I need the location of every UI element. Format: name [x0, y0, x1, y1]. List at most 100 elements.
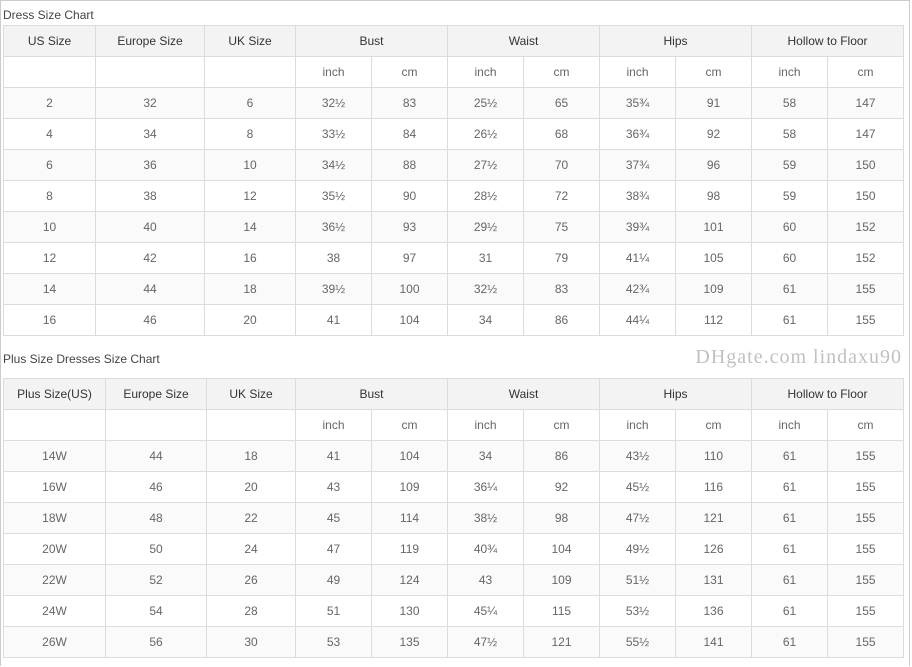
table-cell: 27½ — [447, 149, 525, 181]
table-cell: 150 — [827, 180, 905, 212]
table-cell: 150 — [827, 149, 905, 181]
table-row: 4 34 8 33½ 84 26½ 68 36¾ 92 58 147 — [3, 118, 905, 150]
header-row: US Size Europe Size UK Size Bust Waist Hips Ho… — [3, 25, 905, 57]
unit-header: cm — [370, 56, 449, 88]
table-cell: 33½ — [295, 118, 372, 150]
table-cell: 83 — [370, 87, 449, 119]
table-cell: 28½ — [447, 180, 525, 212]
table-cell: 155 — [827, 440, 905, 472]
table-cell: 37¾ — [599, 149, 677, 181]
table-cell: 14W — [3, 440, 106, 472]
table-cell: 86 — [523, 304, 601, 336]
table-cell: 36 — [95, 149, 205, 181]
table-cell: 83 — [523, 273, 601, 305]
table-row: 26W 56 30 53 135 47½ 121 55½ 141 61 155 — [3, 626, 905, 658]
table-cell: 49½ — [599, 533, 677, 565]
table-row: 18W 48 22 45 114 38½ 98 47½ 121 61 155 — [3, 502, 905, 534]
table-cell: 43 — [447, 564, 525, 596]
column-header: Bust — [294, 25, 449, 57]
table-cell: 34 — [95, 118, 205, 150]
table-cell: 155 — [827, 471, 905, 503]
table-cell: 98 — [675, 180, 753, 212]
table-cell: 34½ — [295, 149, 372, 181]
table-cell: 32 — [95, 87, 205, 119]
empty-cell — [204, 56, 296, 88]
table-cell: 97 — [370, 242, 449, 274]
table-cell: 155 — [827, 564, 905, 596]
table-cell: 36½ — [295, 211, 372, 243]
table-cell: 92 — [675, 118, 753, 150]
table-cell: 14 — [3, 273, 96, 305]
table-cell: 35¾ — [599, 87, 677, 119]
table-cell: 75 — [523, 211, 601, 243]
unit-header: cm — [675, 409, 753, 441]
table-cell: 104 — [370, 304, 449, 336]
table-cell: 58 — [751, 118, 829, 150]
table-cell: 58 — [751, 87, 829, 119]
table-cell: 135 — [370, 626, 449, 658]
table-cell: 24 — [206, 533, 296, 565]
table-cell: 39½ — [295, 273, 372, 305]
table-cell: 8 — [204, 118, 296, 150]
table-cell: 38 — [295, 242, 372, 274]
table-row: 20W 50 24 47 119 40¾ 104 49½ 126 61 155 — [3, 533, 905, 565]
table-row: 6 36 10 34½ 88 27½ 70 37¾ 96 59 150 — [3, 149, 905, 181]
table-cell: 131 — [675, 564, 753, 596]
table-cell: 8 — [3, 180, 96, 212]
table-cell: 121 — [675, 502, 753, 534]
table-cell: 61 — [751, 471, 829, 503]
plus-size-chart-title: Plus Size Dresses Size Chart — [3, 352, 160, 366]
table-cell: 61 — [751, 502, 829, 534]
header-row: Plus Size(US) Europe Size UK Size Bust Waist… — [3, 378, 905, 410]
table-cell: 16 — [3, 304, 96, 336]
table-cell: 110 — [675, 440, 753, 472]
table-cell: 155 — [827, 304, 905, 336]
table-cell: 28 — [206, 595, 296, 627]
unit-row: inch cm inch cm inch cm inch cm — [3, 409, 905, 441]
table-cell: 14 — [204, 211, 296, 243]
table-cell: 45½ — [599, 471, 677, 503]
table-cell: 53 — [295, 626, 372, 658]
table-cell: 70 — [523, 149, 601, 181]
table-row: 16 46 20 41 104 34 86 44¼ 112 61 155 — [3, 304, 905, 336]
table-cell: 47½ — [447, 626, 525, 658]
table-cell: 39¾ — [599, 211, 677, 243]
table-cell: 43½ — [599, 440, 677, 472]
table-cell: 155 — [827, 533, 905, 565]
plus-size-table: Plus Size(US) Europe Size UK Size Bust Waist… — [3, 378, 905, 658]
table-cell: 56 — [105, 626, 207, 658]
table-cell: 155 — [827, 626, 905, 658]
table-row: 10 40 14 36½ 93 29½ 75 39¾ 101 60 152 — [3, 211, 905, 243]
table-cell: 61 — [751, 533, 829, 565]
table-cell: 30 — [206, 626, 296, 658]
table-cell: 112 — [675, 304, 753, 336]
empty-cell — [3, 409, 106, 441]
table-cell: 136 — [675, 595, 753, 627]
column-header: Hips — [599, 378, 753, 410]
empty-cell — [3, 56, 96, 88]
table-cell: 47½ — [599, 502, 677, 534]
table-cell: 41 — [295, 440, 372, 472]
table-cell: 38¾ — [599, 180, 677, 212]
table-cell: 100 — [370, 273, 449, 305]
table-cell: 51½ — [599, 564, 677, 596]
table-cell: 60 — [751, 242, 829, 274]
column-header: Hips — [599, 25, 753, 57]
table-cell: 124 — [370, 564, 449, 596]
table-cell: 52 — [105, 564, 207, 596]
table-cell: 49 — [295, 564, 372, 596]
unit-header: inch — [599, 56, 677, 88]
empty-cell — [206, 409, 296, 441]
table-cell: 6 — [204, 87, 296, 119]
unit-header: inch — [295, 409, 372, 441]
table-cell: 44 — [105, 440, 207, 472]
table-cell: 61 — [751, 440, 829, 472]
table-cell: 155 — [827, 595, 905, 627]
table-cell: 29½ — [447, 211, 525, 243]
table-cell: 25½ — [447, 87, 525, 119]
table-cell: 90 — [370, 180, 449, 212]
table-cell: 2 — [3, 87, 96, 119]
table-cell: 61 — [751, 304, 829, 336]
table-cell: 79 — [523, 242, 601, 274]
